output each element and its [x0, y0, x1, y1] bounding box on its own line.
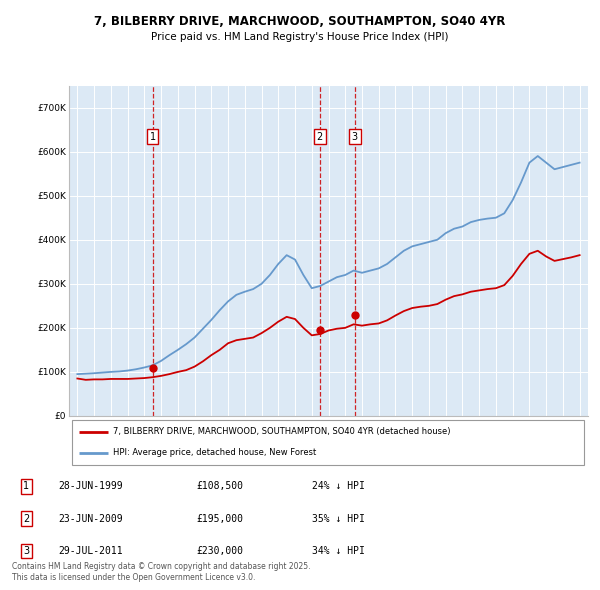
- Text: Price paid vs. HM Land Registry's House Price Index (HPI): Price paid vs. HM Land Registry's House …: [151, 32, 449, 42]
- Text: 7, BILBERRY DRIVE, MARCHWOOD, SOUTHAMPTON, SO40 4YR (detached house): 7, BILBERRY DRIVE, MARCHWOOD, SOUTHAMPTO…: [113, 427, 451, 436]
- Text: £230,000: £230,000: [196, 546, 244, 556]
- Text: 2: 2: [23, 514, 29, 523]
- Text: 1: 1: [149, 132, 155, 142]
- Text: £108,500: £108,500: [196, 481, 244, 491]
- Text: Contains HM Land Registry data © Crown copyright and database right 2025.
This d: Contains HM Land Registry data © Crown c…: [12, 562, 311, 582]
- Text: 34% ↓ HPI: 34% ↓ HPI: [311, 546, 364, 556]
- Text: 28-JUN-1999: 28-JUN-1999: [58, 481, 123, 491]
- FancyBboxPatch shape: [71, 420, 584, 465]
- Text: 23-JUN-2009: 23-JUN-2009: [58, 514, 123, 523]
- Text: 29-JUL-2011: 29-JUL-2011: [58, 546, 123, 556]
- Text: £195,000: £195,000: [196, 514, 244, 523]
- Text: 2: 2: [317, 132, 323, 142]
- Text: 7, BILBERRY DRIVE, MARCHWOOD, SOUTHAMPTON, SO40 4YR: 7, BILBERRY DRIVE, MARCHWOOD, SOUTHAMPTO…: [94, 15, 506, 28]
- Text: 3: 3: [352, 132, 358, 142]
- Text: HPI: Average price, detached house, New Forest: HPI: Average price, detached house, New …: [113, 448, 316, 457]
- Text: 3: 3: [23, 546, 29, 556]
- Text: 35% ↓ HPI: 35% ↓ HPI: [311, 514, 364, 523]
- Text: 24% ↓ HPI: 24% ↓ HPI: [311, 481, 364, 491]
- Text: 1: 1: [23, 481, 29, 491]
